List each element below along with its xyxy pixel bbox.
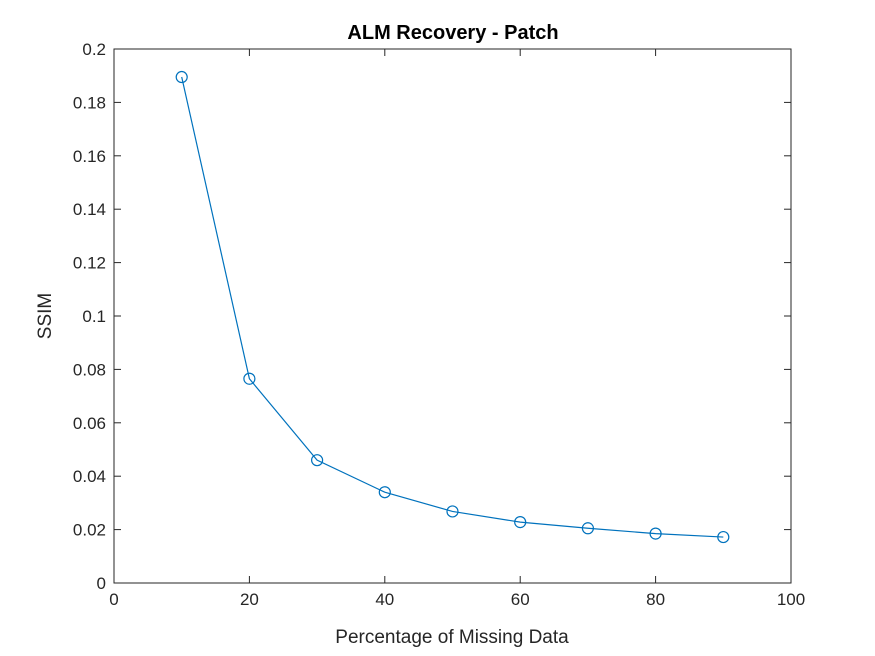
x-tick-label: 60 bbox=[511, 590, 530, 609]
y-tick-label: 0.18 bbox=[73, 93, 106, 112]
y-axis-label: SSIM bbox=[35, 293, 56, 339]
x-tick-label: 20 bbox=[240, 590, 259, 609]
plot-area bbox=[113, 48, 792, 584]
x-tick-label: 40 bbox=[375, 590, 394, 609]
y-tick-label: 0 bbox=[97, 574, 106, 593]
data-point bbox=[243, 372, 256, 385]
data-point bbox=[581, 522, 595, 535]
x-axis-label: Percentage of Missing Data bbox=[335, 627, 569, 648]
chart-title: ALM Recovery - Patch bbox=[347, 22, 558, 44]
data-point bbox=[311, 454, 324, 467]
data-point bbox=[175, 70, 188, 84]
data-point bbox=[446, 505, 459, 518]
y-tick-label: 0.02 bbox=[73, 521, 106, 540]
data-point bbox=[514, 516, 527, 529]
y-tick-label: 0.2 bbox=[82, 40, 106, 59]
y-tick-label: 0.1 bbox=[82, 307, 106, 326]
y-tick-label: 0.12 bbox=[73, 254, 106, 273]
y-tick-label: 0.14 bbox=[73, 200, 106, 219]
series-layer bbox=[175, 70, 730, 544]
y-tick-label: 0.08 bbox=[73, 360, 106, 379]
y-tick-label: 0.16 bbox=[73, 147, 106, 166]
x-axis-ticks: 0 20 40 60 80 100 bbox=[109, 49, 805, 609]
x-tick-label: 0 bbox=[109, 590, 118, 609]
series-line bbox=[181, 76, 724, 538]
data-point bbox=[378, 486, 391, 499]
data-point bbox=[717, 530, 730, 544]
x-tick-label: 80 bbox=[646, 590, 665, 609]
y-axis-ticks: 0 0.02 0.04 0.06 0.08 0.1 0.12 0.14 0.16 0.18 0.2 bbox=[73, 40, 791, 593]
y-tick-label: 0.04 bbox=[73, 467, 106, 486]
x-tick-label: 100 bbox=[777, 590, 805, 609]
data-point bbox=[649, 527, 662, 540]
y-tick-label: 0.06 bbox=[73, 414, 106, 433]
